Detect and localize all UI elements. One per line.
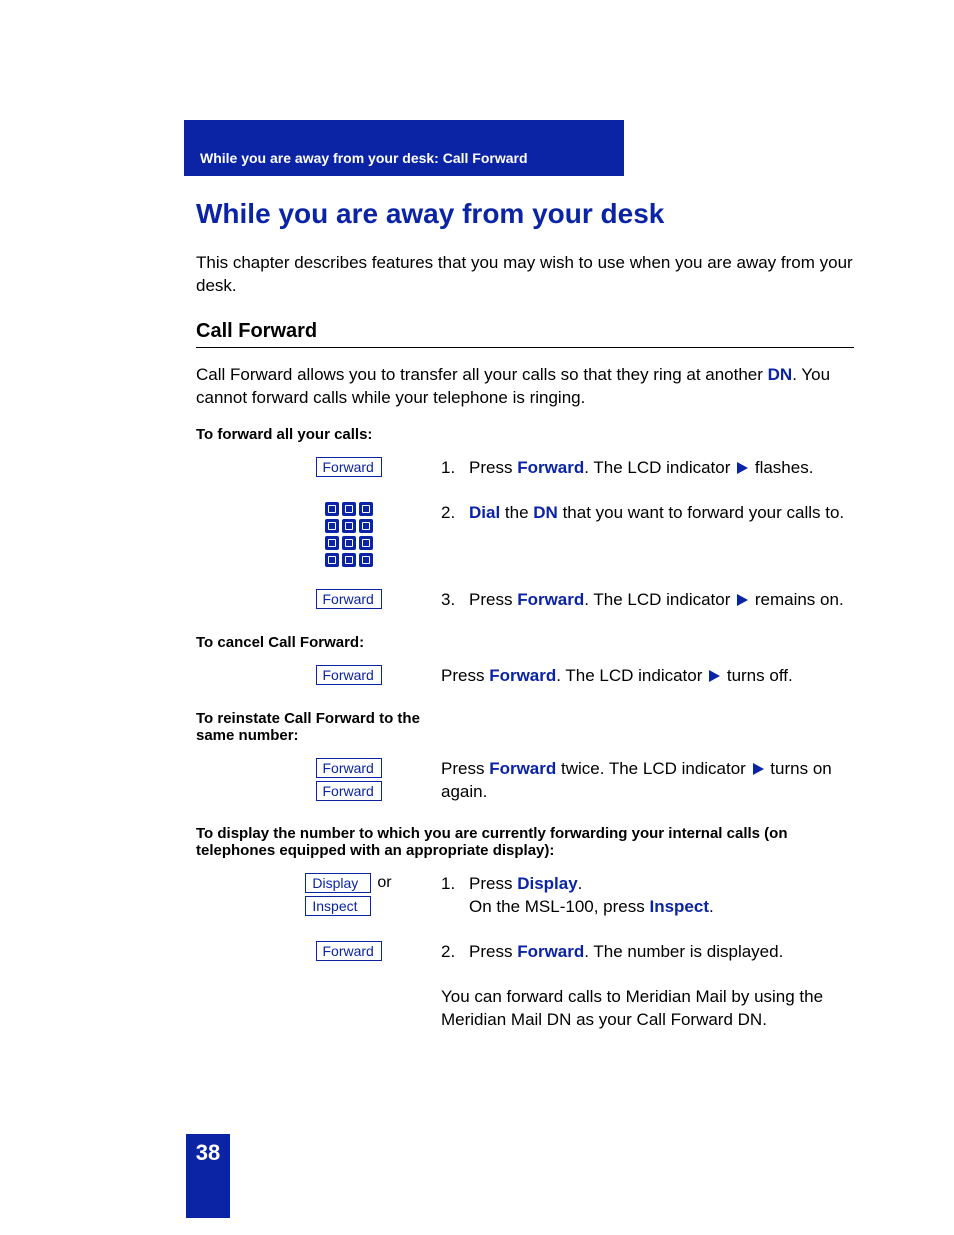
text: the (500, 503, 533, 522)
section-heading: Call Forward (196, 320, 854, 343)
text: Press (469, 458, 517, 477)
text: turns off. (722, 666, 793, 685)
body-text-pre: Call Forward allows you to transfer all … (196, 365, 768, 384)
lcd-indicator-icon (709, 670, 720, 682)
forward-softkey[interactable]: Forward (316, 457, 382, 477)
forward-softkey[interactable]: Forward (316, 589, 382, 609)
page-number-badge: 38 (186, 1134, 230, 1218)
step-visual: Forward (196, 665, 441, 685)
step-row: 2. Dial the DN that you want to forward … (196, 502, 854, 567)
intro-paragraph: This chapter describes features that you… (196, 252, 854, 298)
forward-keyword: Forward (517, 458, 584, 477)
step-text: Press Forward. The LCD indicator flashes… (469, 457, 854, 480)
step-row: Forward 3. Press Forward. The LCD indica… (196, 589, 854, 612)
inspect-keyword: Inspect (649, 897, 709, 916)
step-visual: Forward (196, 941, 441, 961)
page-footer: 38 (0, 1114, 954, 1234)
step-row: Forward Press Forward. The LCD indicator… (196, 665, 854, 688)
keypad-icon (325, 502, 373, 567)
step-text: Press Forward. The LCD indicator remains… (469, 589, 854, 612)
subhead-forward-all: To forward all your calls: (196, 426, 854, 443)
lcd-indicator-icon (753, 763, 764, 775)
step-row: Forward 2. Press Forward. The number is … (196, 941, 854, 964)
step-row: You can forward calls to Meridian Mail b… (196, 986, 854, 1032)
step-number: 2. (441, 941, 469, 964)
text: Press (441, 666, 489, 685)
inspect-softkey[interactable]: Inspect (305, 896, 371, 916)
section-rule (196, 347, 854, 348)
subhead-cancel: To cancel Call Forward: (196, 634, 854, 651)
display-softkey[interactable]: Display (305, 873, 371, 893)
text: remains on. (750, 590, 844, 609)
step-number: 1. (441, 873, 469, 896)
display-keyword: Display (517, 874, 577, 893)
page-title: While you are away from your desk (196, 198, 854, 230)
step-text: Press Forward twice. The LCD indicator t… (441, 758, 854, 804)
forward-keyword: Forward (489, 759, 556, 778)
dial-keyword: Dial (469, 503, 500, 522)
step-number: 1. (441, 457, 469, 480)
subhead-display: To display the number to which you are c… (196, 825, 854, 859)
forward-softkey[interactable]: Forward (316, 665, 382, 685)
text: flashes. (750, 458, 813, 477)
or-label: or (377, 874, 391, 892)
text: that you want to forward your calls to. (558, 503, 844, 522)
text: . The number is displayed. (584, 942, 783, 961)
text: . The LCD indicator (584, 458, 735, 477)
subhead-reinstate: To reinstate Call Forward to the same nu… (196, 710, 456, 744)
text: On the MSL-100, press (469, 897, 649, 916)
forward-softkey[interactable]: Forward (316, 781, 382, 801)
step-text: Dial the DN that you want to forward you… (469, 502, 854, 525)
step-visual: Forward (196, 589, 441, 609)
text: Press (469, 590, 517, 609)
forward-keyword: Forward (517, 590, 584, 609)
text: Press (441, 759, 489, 778)
step-number: 3. (441, 589, 469, 612)
text: . The LCD indicator (556, 666, 707, 685)
document-page: While you are away from your desk: Call … (0, 0, 954, 1114)
text: . (709, 897, 714, 916)
forward-softkey[interactable]: Forward (316, 758, 382, 778)
step-number: 2. (441, 502, 469, 525)
forward-softkey[interactable]: Forward (316, 941, 382, 961)
step-visual: Forward Forward (196, 758, 441, 801)
step-text: Press Forward. The number is displayed. (469, 941, 854, 964)
section-body: Call Forward allows you to transfer all … (196, 364, 854, 410)
step-visual (196, 502, 441, 567)
page-number: 38 (196, 1140, 220, 1166)
text: Press (469, 874, 517, 893)
step-text: Press Forward. The LCD indicator turns o… (441, 665, 854, 688)
text: . (578, 874, 583, 893)
text: Press (469, 942, 517, 961)
breadcrumb-text: While you are away from your desk: Call … (200, 150, 528, 166)
step-visual: Forward (196, 457, 441, 477)
forward-keyword: Forward (489, 666, 556, 685)
text: twice. The LCD indicator (556, 759, 750, 778)
step-row: Forward 1. Press Forward. The LCD indica… (196, 457, 854, 480)
step-visual: Display or Inspect (196, 873, 441, 916)
lcd-indicator-icon (737, 462, 748, 474)
step-text: Press Display. On the MSL-100, press Ins… (469, 873, 854, 919)
dn-keyword: DN (768, 365, 793, 384)
text: . The LCD indicator (584, 590, 735, 609)
dn-keyword: DN (533, 503, 558, 522)
note-text: You can forward calls to Meridian Mail b… (441, 986, 854, 1032)
forward-keyword: Forward (517, 942, 584, 961)
step-row: Display or Inspect 1. Press Display. On … (196, 873, 854, 919)
header-breadcrumb-bar: While you are away from your desk: Call … (184, 120, 624, 176)
step-row: Forward Forward Press Forward twice. The… (196, 758, 854, 804)
lcd-indicator-icon (737, 594, 748, 606)
